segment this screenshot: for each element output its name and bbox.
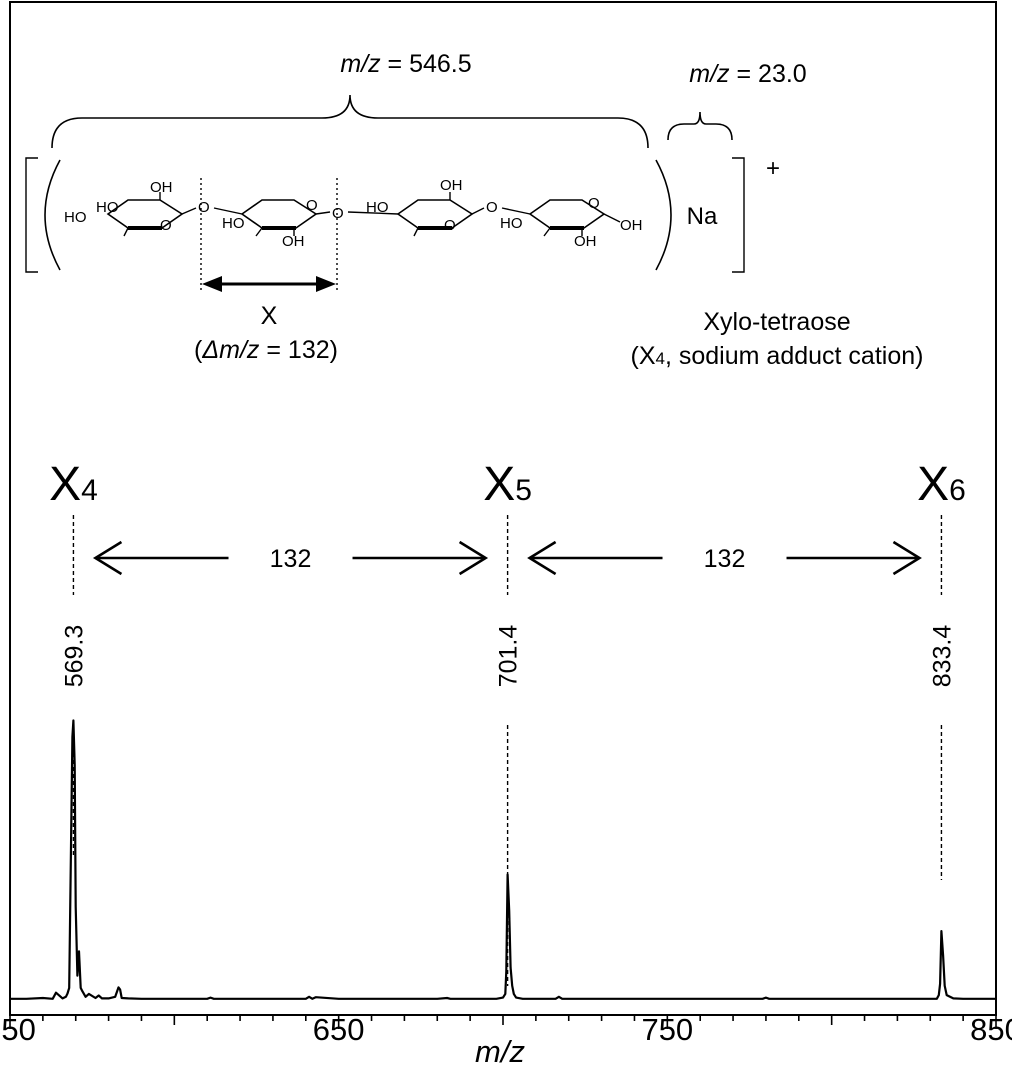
peak-name-label: X6 [917, 458, 966, 511]
compound-name: Xylo-tetraose [703, 308, 850, 336]
unit-arrowhead-right [316, 276, 336, 292]
unit-arrowhead-left [202, 276, 222, 292]
svg-text:O: O [332, 205, 344, 222]
x-tick-label: 850 [970, 1012, 1012, 1047]
sodium-label: Na [687, 203, 718, 230]
unit-delta-label: (Δm/z = 132) [194, 336, 338, 364]
svg-text:HO: HO [96, 199, 119, 216]
svg-text:O: O [486, 199, 498, 216]
xylotetraose-structure: m/z = 546.5 m/z = 23.0 + Na [25, 50, 924, 370]
spacing-arrowhead-left [92, 540, 123, 576]
x-axis: 550 650 750 850 [0, 1012, 1012, 1047]
svg-text:OH: OH [574, 233, 597, 250]
unit-label: X [261, 302, 278, 330]
mass-label-na: m/z = 23.0 [689, 60, 806, 88]
atom-labels: HO HO OH O O HO OH O O HO OH O O HO OH O… [64, 177, 643, 250]
svg-text:O: O [444, 217, 456, 234]
peak-name-label: X5 [483, 458, 532, 511]
mass-label-main: m/z = 546.5 [340, 50, 471, 78]
peak-value-label: 701.4 [495, 625, 523, 688]
svg-text:O: O [198, 199, 210, 216]
svg-text:OH: OH [282, 233, 305, 250]
x-tick-label: 650 [313, 1012, 365, 1047]
peak-annotations: X4 569.3 X5 701.4 X6 833.4 132 132 [49, 458, 966, 986]
charge-label: + [766, 155, 780, 182]
xylose-ring-2 [240, 199, 318, 230]
svg-text:O: O [306, 197, 318, 214]
left-parenthesis [44, 159, 61, 271]
svg-text:OH: OH [440, 177, 463, 194]
peak-name-label: X4 [49, 458, 98, 511]
spacing-arrowhead-right [892, 540, 922, 576]
svg-text:OH: OH [620, 217, 643, 234]
spectrum-line-0 [10, 719, 996, 1000]
svg-text:OH: OH [150, 179, 173, 196]
svg-text:HO: HO [64, 209, 87, 226]
svg-text:O: O [588, 195, 600, 212]
svg-text:O: O [160, 217, 172, 234]
glycosidic-bonds [123, 192, 621, 237]
peak-value-label: 833.4 [928, 625, 956, 688]
left-square-bracket [25, 157, 38, 273]
svg-text:HO: HO [366, 199, 389, 216]
mass-brace-main [51, 94, 649, 149]
mass-brace-na [667, 111, 733, 141]
spacing-label: 132 [270, 545, 312, 573]
x-tick-label: 550 [0, 1012, 36, 1047]
peak-value-label: 569.3 [60, 625, 88, 688]
compound-description: (X4, sodium adduct cation) [631, 342, 924, 370]
spectrum-trace [10, 719, 996, 1000]
xylose-ring-3 [396, 199, 474, 230]
svg-text:HO: HO [500, 215, 523, 232]
spacing-arrowhead-right [458, 540, 489, 576]
x-axis-label: m/z [475, 1034, 525, 1069]
svg-text:HO: HO [222, 215, 245, 232]
right-parenthesis [655, 159, 672, 271]
spacing-arrowhead-left [527, 540, 557, 576]
x-tick-label: 750 [641, 1012, 693, 1047]
spacing-label: 132 [704, 545, 746, 573]
right-square-bracket [732, 157, 745, 273]
